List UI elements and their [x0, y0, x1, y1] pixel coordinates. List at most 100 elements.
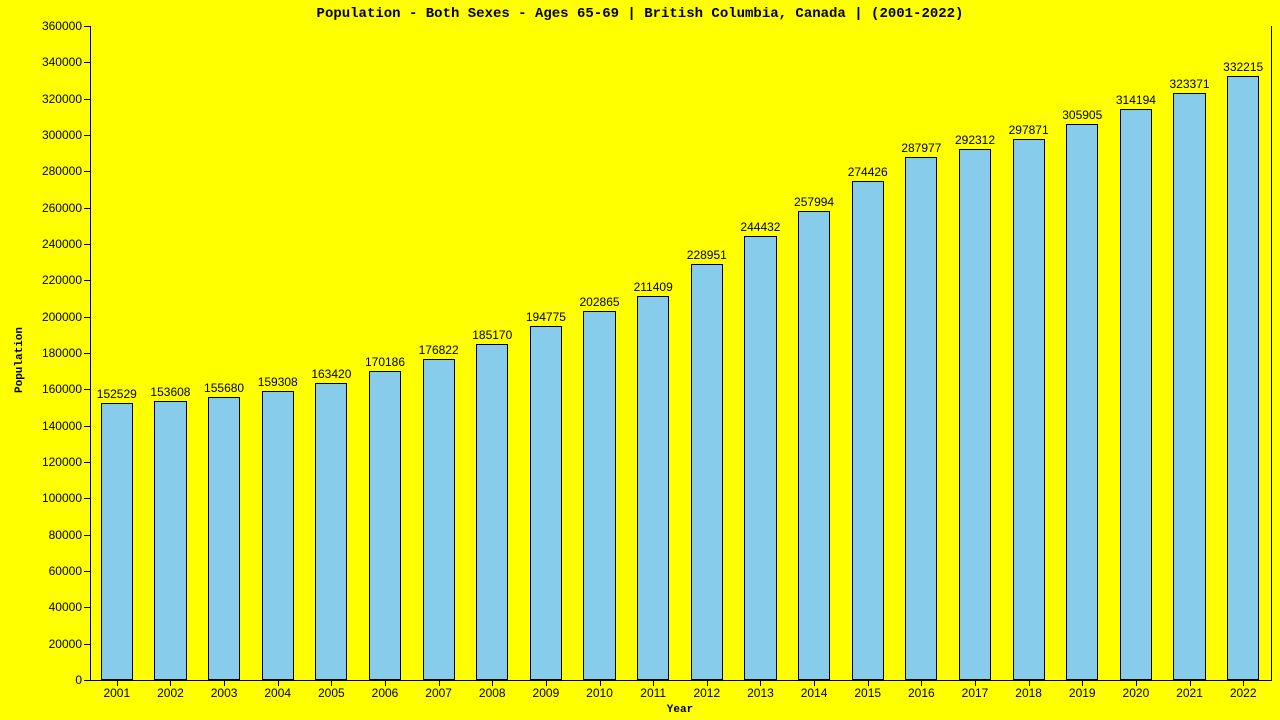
- y-tick-label: 280000: [42, 164, 82, 178]
- x-tick-label: 2001: [92, 686, 142, 700]
- y-tick: [84, 171, 90, 172]
- bar: [101, 403, 133, 680]
- x-tick-label: 2018: [1004, 686, 1054, 700]
- x-tick-label: 2017: [950, 686, 1000, 700]
- bar-value-label: 202865: [570, 295, 630, 309]
- x-tick-label: 2013: [735, 686, 785, 700]
- y-axis-label: Population: [14, 327, 26, 393]
- y-tick: [84, 607, 90, 608]
- bar-chart: Population - Both Sexes - Ages 65-69 | B…: [0, 0, 1280, 720]
- x-tick-label: 2004: [253, 686, 303, 700]
- x-tick-label: 2003: [199, 686, 249, 700]
- bar-value-label: 332215: [1213, 60, 1273, 74]
- x-tick-label: 2021: [1165, 686, 1215, 700]
- y-tick-label: 100000: [42, 491, 82, 505]
- y-tick-label: 240000: [42, 237, 82, 251]
- y-tick: [84, 280, 90, 281]
- y-tick-label: 200000: [42, 310, 82, 324]
- bar: [530, 326, 562, 680]
- bar: [744, 236, 776, 680]
- y-tick-label: 80000: [49, 528, 82, 542]
- bar-value-label: 287977: [891, 141, 951, 155]
- x-tick-label: 2002: [145, 686, 195, 700]
- bar-value-label: 163420: [301, 367, 361, 381]
- bar-value-label: 194775: [516, 310, 576, 324]
- bar-value-label: 228951: [677, 248, 737, 262]
- y-tick: [84, 26, 90, 27]
- y-tick: [84, 462, 90, 463]
- y-tick-label: 340000: [42, 55, 82, 69]
- bar: [1013, 139, 1045, 680]
- y-tick: [84, 135, 90, 136]
- bar: [691, 264, 723, 680]
- bar-value-label: 153608: [140, 385, 200, 399]
- bar: [208, 397, 240, 680]
- x-tick-label: 2015: [843, 686, 893, 700]
- x-tick-label: 2020: [1111, 686, 1161, 700]
- y-tick-label: 40000: [49, 600, 82, 614]
- bar-value-label: 244432: [730, 220, 790, 234]
- x-tick-label: 2005: [306, 686, 356, 700]
- y-tick-label: 120000: [42, 455, 82, 469]
- y-tick-label: 60000: [49, 564, 82, 578]
- y-tick-label: 360000: [42, 19, 82, 33]
- y-tick-label: 300000: [42, 128, 82, 142]
- bar: [852, 181, 884, 680]
- bar: [1227, 76, 1259, 680]
- y-tick-label: 220000: [42, 273, 82, 287]
- bar: [1173, 93, 1205, 680]
- bar-value-label: 257994: [784, 195, 844, 209]
- bar: [905, 157, 937, 680]
- x-tick-label: 2019: [1057, 686, 1107, 700]
- y-tick-label: 180000: [42, 346, 82, 360]
- x-tick-label: 2009: [521, 686, 571, 700]
- x-tick-label: 2016: [896, 686, 946, 700]
- bar: [637, 296, 669, 680]
- bar: [262, 391, 294, 680]
- x-tick-label: 2011: [628, 686, 678, 700]
- bar: [423, 359, 455, 680]
- bar: [369, 371, 401, 680]
- bar-value-label: 155680: [194, 381, 254, 395]
- bar: [798, 211, 830, 680]
- bar: [315, 383, 347, 680]
- y-tick-label: 260000: [42, 201, 82, 215]
- bar-value-label: 176822: [409, 343, 469, 357]
- x-tick-label: 2010: [575, 686, 625, 700]
- bar-value-label: 314194: [1106, 93, 1166, 107]
- y-tick: [84, 498, 90, 499]
- x-tick-label: 2007: [414, 686, 464, 700]
- bar: [1120, 109, 1152, 680]
- bar-value-label: 185170: [462, 328, 522, 342]
- x-tick-label: 2014: [789, 686, 839, 700]
- y-tick: [84, 571, 90, 572]
- bar-value-label: 323371: [1160, 77, 1220, 91]
- y-tick-label: 0: [75, 673, 82, 687]
- x-tick-label: 2022: [1218, 686, 1268, 700]
- y-tick: [84, 99, 90, 100]
- bar-value-label: 211409: [623, 280, 683, 294]
- y-tick: [84, 208, 90, 209]
- y-tick: [84, 317, 90, 318]
- y-tick-label: 160000: [42, 382, 82, 396]
- bar: [476, 344, 508, 680]
- bar: [154, 401, 186, 680]
- bar-value-label: 152529: [87, 387, 147, 401]
- y-tick: [84, 644, 90, 645]
- x-tick-label: 2012: [682, 686, 732, 700]
- x-tick-label: 2008: [467, 686, 517, 700]
- bar: [959, 149, 991, 680]
- bar: [583, 311, 615, 680]
- y-tick: [84, 535, 90, 536]
- y-tick: [84, 680, 90, 681]
- bar-value-label: 274426: [838, 165, 898, 179]
- x-tick-label: 2006: [360, 686, 410, 700]
- bar-value-label: 170186: [355, 355, 415, 369]
- y-tick: [84, 353, 90, 354]
- y-tick: [84, 426, 90, 427]
- bar-value-label: 305905: [1052, 108, 1112, 122]
- y-tick-label: 140000: [42, 419, 82, 433]
- bar-value-label: 297871: [999, 123, 1059, 137]
- y-tick-label: 320000: [42, 92, 82, 106]
- chart-title: Population - Both Sexes - Ages 65-69 | B…: [0, 6, 1280, 22]
